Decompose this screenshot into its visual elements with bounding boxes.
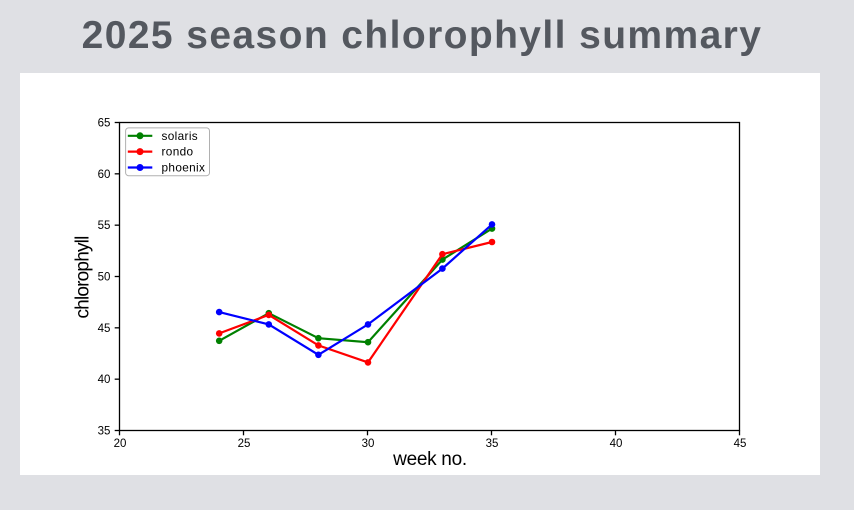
svg-text:30: 30	[362, 438, 375, 450]
svg-text:chlorophyll: chlorophyll	[73, 236, 94, 318]
svg-text:45: 45	[98, 323, 111, 335]
svg-text:week no.: week no.	[392, 449, 467, 470]
svg-text:40: 40	[610, 438, 623, 450]
svg-text:phoenix: phoenix	[162, 160, 206, 174]
svg-text:35: 35	[486, 438, 499, 450]
svg-text:65: 65	[98, 118, 111, 130]
svg-text:rondo: rondo	[162, 145, 194, 159]
svg-text:solaris: solaris	[162, 129, 199, 143]
svg-text:20: 20	[114, 438, 127, 450]
svg-text:25: 25	[238, 438, 251, 450]
svg-text:60: 60	[98, 169, 111, 181]
svg-text:50: 50	[98, 272, 111, 284]
svg-text:40: 40	[98, 374, 111, 386]
svg-text:55: 55	[98, 220, 111, 232]
svg-text:45: 45	[734, 438, 747, 450]
svg-text:35: 35	[98, 426, 111, 438]
